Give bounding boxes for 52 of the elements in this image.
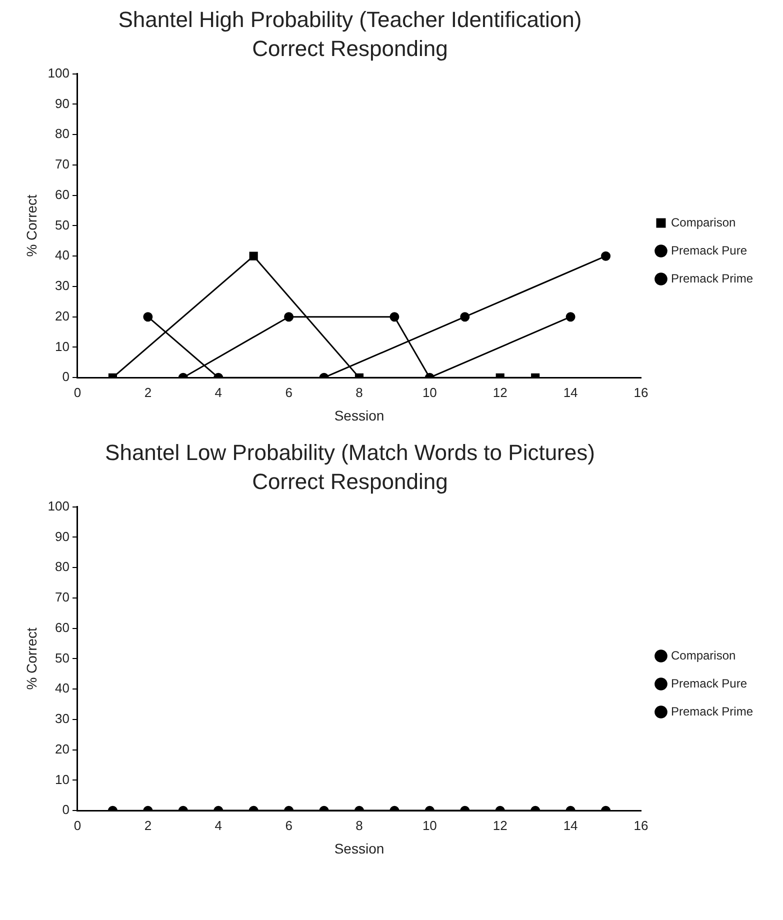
- y-tick-label: 90: [55, 529, 70, 544]
- y-tick-label: 40: [55, 681, 70, 696]
- x-tick-label: 6: [285, 385, 292, 400]
- y-tick-label: 10: [55, 772, 70, 788]
- x-tick-label: 14: [563, 818, 578, 834]
- y-axis-title: % Correct: [23, 194, 40, 258]
- y-tick-label: 40: [55, 248, 70, 263]
- y-tick-label: 20: [55, 742, 70, 757]
- legend-label: Comparison: [670, 648, 736, 663]
- y-tick-label: 10: [55, 338, 70, 354]
- y-tick-label: 30: [55, 711, 70, 726]
- y-tick-label: 80: [55, 126, 70, 142]
- y-tick-label: 60: [55, 187, 70, 202]
- legend-label: Premack Pure: [670, 244, 748, 258]
- x-tick-label: 0: [74, 385, 82, 400]
- y-tick-label: 0: [62, 369, 70, 384]
- y-tick-label: 70: [55, 156, 70, 172]
- y-tick-label: 100: [48, 498, 70, 514]
- legend-label: Premack Prime: [670, 704, 754, 719]
- x-tick-label: 16: [634, 818, 648, 834]
- legend-label: Premack Prime: [670, 272, 754, 286]
- y-tick-label: 50: [55, 217, 70, 232]
- legend-label: Comparison: [670, 216, 736, 230]
- x-tick-label: 12: [492, 385, 508, 400]
- x-tick-label: 2: [144, 818, 152, 834]
- y-axis-title: % Correct: [23, 628, 40, 690]
- x-tick-label: 4: [214, 385, 222, 400]
- y-tick-label: 20: [55, 308, 70, 324]
- x-tick-label: 4: [214, 818, 222, 834]
- y-tick-label: 30: [55, 278, 70, 294]
- y-tick-label: 0: [62, 802, 70, 818]
- x-axis-title: Session: [334, 840, 384, 857]
- y-tick-label: 90: [55, 96, 70, 111]
- x-tick-label: 2: [144, 385, 152, 400]
- x-tick-label: 8: [356, 818, 363, 834]
- chart-title: Shantel High Probability (Teacher Identification) Correct Responding: [117, 6, 583, 63]
- x-tick-label: 12: [492, 818, 508, 834]
- legend-label: Premack Pure: [670, 676, 748, 691]
- y-tick-label: 50: [55, 650, 70, 666]
- x-tick-label: 6: [285, 818, 292, 834]
- y-tick-label: 80: [55, 560, 70, 575]
- x-tick-label: 10: [422, 818, 437, 834]
- x-tick-label: 8: [356, 385, 363, 400]
- x-tick-label: 14: [563, 385, 578, 400]
- x-tick-label: 10: [422, 385, 437, 400]
- chart-title: Shantel Low Probability (Match Words to Pictures) Correct Responding: [104, 439, 596, 496]
- y-tick-label: 100: [48, 66, 70, 81]
- x-axis-title: Session: [334, 408, 384, 424]
- x-tick-label: 16: [634, 385, 648, 400]
- y-tick-label: 60: [55, 620, 70, 636]
- y-tick-label: 70: [55, 590, 70, 605]
- x-tick-label: 0: [74, 818, 82, 834]
